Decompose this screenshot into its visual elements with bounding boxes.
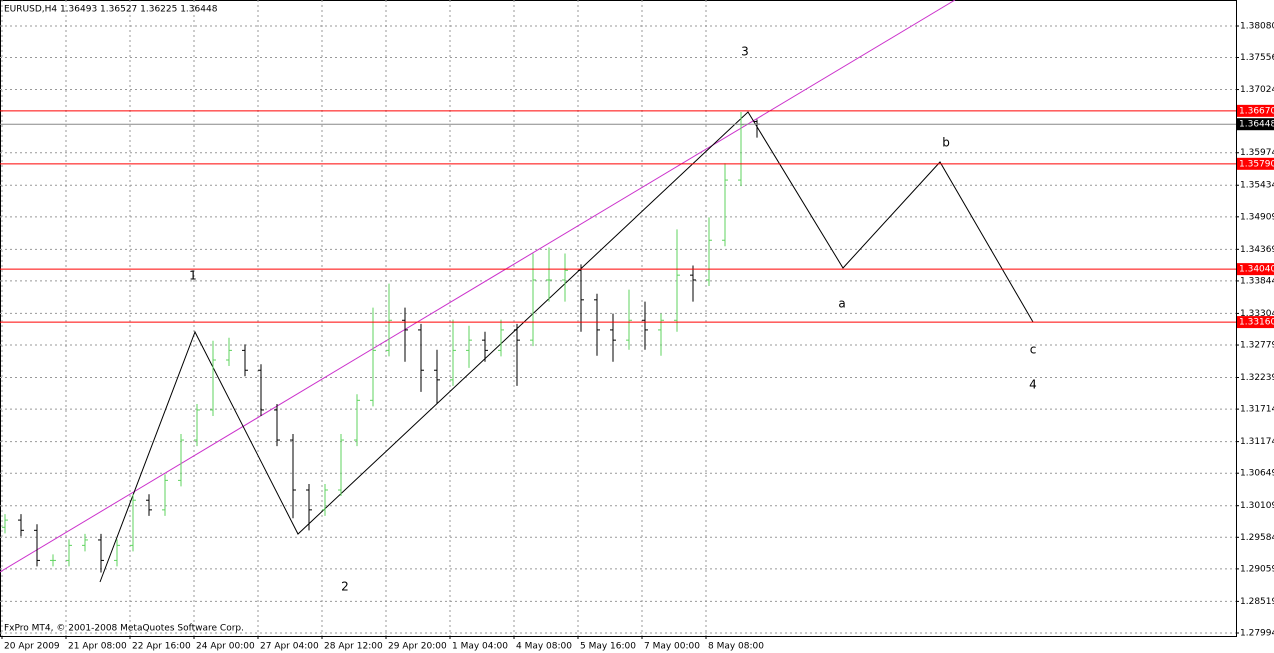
x-tick-label: 28 Apr 12:00 bbox=[324, 642, 383, 652]
y-tick-label: 1.30649 bbox=[1240, 469, 1274, 479]
level-label-bg bbox=[1237, 157, 1274, 170]
y-tick-label: 1.33844 bbox=[1240, 276, 1274, 286]
y-tick-label: 1.29059 bbox=[1240, 564, 1274, 574]
last-price-bg bbox=[1237, 118, 1274, 131]
bars bbox=[2, 112, 760, 573]
wave-label: a bbox=[838, 297, 845, 311]
y-tick-label: 1.28519 bbox=[1240, 597, 1274, 607]
x-tick-label: 7 May 00:00 bbox=[644, 642, 700, 652]
y-tick-label: 1.37556 bbox=[1240, 53, 1274, 63]
level-label-bg bbox=[1237, 104, 1274, 117]
wave-label: b bbox=[942, 136, 950, 150]
x-tick-label: 1 May 04:00 bbox=[452, 642, 508, 652]
y-tick-label: 1.32779 bbox=[1240, 341, 1274, 351]
y-tick-label: 1.32239 bbox=[1240, 373, 1274, 383]
x-tick-label: 8 May 08:00 bbox=[708, 642, 764, 652]
x-tick-label: 27 Apr 04:00 bbox=[260, 642, 319, 652]
x-tick-label: 4 May 08:00 bbox=[516, 642, 572, 652]
y-tick-label: 1.35434 bbox=[1240, 181, 1274, 191]
plot-frame bbox=[0, 0, 1237, 637]
x-tick-label: 21 Apr 08:00 bbox=[68, 642, 127, 652]
wave-label: c bbox=[1030, 343, 1037, 357]
y-tick-label: 1.33304 bbox=[1240, 309, 1274, 319]
level-label: 1.34040 bbox=[1239, 265, 1274, 275]
y-tick-label: 1.37024 bbox=[1240, 85, 1274, 95]
overlay: 1.36670 1.35790 1.34040 1.33160 1.36448 1 2 3 a b… bbox=[0, 45, 1274, 594]
footer: FxPro MT4, © 2001-2008 MetaQuotes Softwa… bbox=[4, 624, 244, 634]
x-tick-label: 5 May 16:00 bbox=[580, 642, 636, 652]
level-label: 1.35790 bbox=[1239, 159, 1274, 169]
y-tick-label: 1.29584 bbox=[1240, 533, 1274, 543]
y-tick-label: 1.30109 bbox=[1240, 501, 1274, 511]
x-tick-label: 29 Apr 20:00 bbox=[388, 642, 447, 652]
level-label-bg bbox=[1237, 316, 1274, 329]
y-tick-label: 1.34369 bbox=[1240, 245, 1274, 255]
y-tick-label: 1.31174 bbox=[1240, 437, 1274, 447]
x-tick-label: 20 Apr 2009 bbox=[4, 642, 60, 652]
y-tick-label: 1.35974 bbox=[1240, 148, 1274, 158]
wave-label: 2 bbox=[341, 580, 349, 594]
level-label: 1.36670 bbox=[1239, 106, 1274, 116]
level-label: 1.33160 bbox=[1239, 318, 1274, 328]
wave-label: 4 bbox=[1029, 378, 1037, 392]
x-tick-label: 24 Apr 00:00 bbox=[196, 642, 255, 652]
grid bbox=[0, 0, 1236, 636]
wave-line bbox=[99, 111, 1034, 583]
trend-line bbox=[0, 0, 956, 573]
y-tick-label: 1.27994 bbox=[1240, 628, 1274, 638]
y-tick-label: 1.31714 bbox=[1240, 405, 1274, 415]
wave-label: 3 bbox=[741, 45, 749, 59]
x-tick-label: 22 Apr 16:00 bbox=[132, 642, 191, 652]
wave-label: 1 bbox=[189, 269, 197, 283]
y-tick-label: 1.38080 bbox=[1240, 21, 1274, 31]
level-label-bg bbox=[1237, 263, 1274, 276]
y-tick-label: 1.34909 bbox=[1240, 212, 1274, 222]
last-price-label: 1.36448 bbox=[1239, 120, 1274, 130]
chart-title: EURUSD,H4 1.36493 1.36527 1.36225 1.3644… bbox=[4, 5, 218, 15]
